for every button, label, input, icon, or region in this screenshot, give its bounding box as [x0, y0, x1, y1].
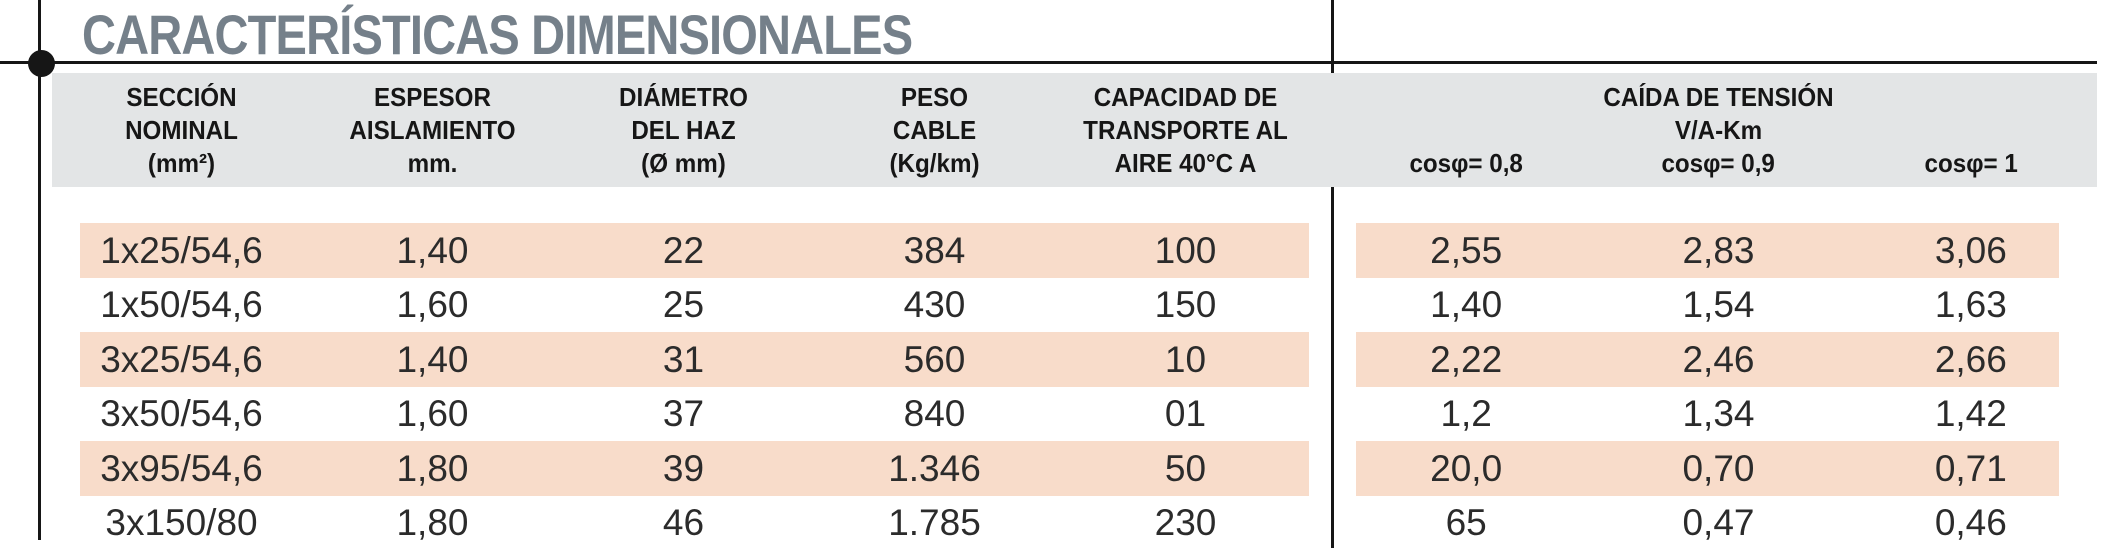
header-line: PESO	[900, 81, 969, 112]
row-stripe	[1356, 223, 2059, 278]
cell-capacidad: 50	[1164, 448, 1207, 489]
cell-espesor: 1,80	[396, 502, 469, 543]
cell-cos-08: 20,0	[1430, 448, 1503, 489]
cell-capacidad: 230	[1154, 502, 1217, 543]
top-rule-line	[0, 61, 2097, 64]
cell-cos-09: 0,47	[1682, 502, 1755, 543]
cell-cos-08: 2,55	[1430, 230, 1503, 271]
column-divider-line	[1331, 0, 1334, 548]
cell-espesor: 1,60	[396, 393, 469, 434]
cell-diametro: 46	[662, 502, 705, 543]
cell-peso: 384	[903, 230, 966, 271]
header-line: AIRE 40°C A	[1114, 147, 1257, 178]
cell-peso: 1.346	[888, 448, 981, 489]
cell-diametro: 22	[662, 230, 705, 271]
header-line: AISLAMIENTO	[349, 114, 516, 145]
cell-cos-1: 1,63	[1934, 284, 2007, 325]
cell-cos-08: 1,2	[1440, 393, 1492, 434]
cell-espesor: 1,40	[396, 230, 469, 271]
cell-diametro: 31	[662, 339, 705, 380]
table-row: 3x95/54,6 1,80 39 1.346 50 20,0 0,70 0,7…	[0, 441, 2108, 496]
cell-cos-1: 0,46	[1934, 502, 2007, 543]
cell-capacidad: 10	[1164, 339, 1207, 380]
cell-seccion-nominal: 3x25/54,6	[100, 339, 263, 380]
table-row: 3x50/54,6 1,60 37 840 01 1,2 1,34 1,42	[0, 386, 2108, 441]
header-line: TRANSPORTE AL	[1083, 114, 1288, 145]
tension-title: CAÍDA DE TENSIÓN	[1603, 81, 1834, 112]
cell-cos-09: 1,34	[1682, 393, 1755, 434]
header-line: mm.	[407, 147, 458, 178]
cell-peso: 430	[903, 284, 966, 325]
col-header-cos-08: cosφ= 0,8	[1409, 147, 1523, 178]
table-row: 3x25/54,6 1,40 31 560 10 2,22 2,46 2,66	[0, 332, 2108, 387]
table-header-band	[52, 73, 2097, 187]
cell-cos-08: 65	[1445, 502, 1487, 543]
header-line: (Kg/km)	[889, 147, 980, 178]
tension-header-group: CAÍDA DE TENSIÓN V/A-Km cosφ= 0,8 cosφ= …	[1340, 73, 2097, 187]
header-line: (mm²)	[147, 147, 216, 178]
cell-capacidad: 100	[1154, 230, 1217, 271]
cell-seccion-nominal: 1x25/54,6	[100, 230, 263, 271]
tension-unit: V/A-Km	[1674, 114, 1763, 145]
col-header-seccion-nominal: SECCIÓN NOMINAL (mm²)	[56, 73, 307, 187]
cell-cos-08: 2,22	[1430, 339, 1503, 380]
col-header-diametro-haz: DIÁMETRO DEL HAZ (Ø mm)	[558, 73, 809, 187]
col-header-cos-1: cosφ= 1	[1924, 147, 2018, 178]
cell-cos-09: 2,46	[1682, 339, 1755, 380]
col-header-capacidad-transporte: CAPACIDAD DE TRANSPORTE AL AIRE 40°C A	[1060, 73, 1311, 187]
cell-cos-09: 1,54	[1682, 284, 1755, 325]
cell-seccion-nominal: 3x95/54,6	[100, 448, 263, 489]
cell-seccion-nominal: 3x150/80	[105, 502, 258, 543]
cell-seccion-nominal: 3x50/54,6	[100, 393, 263, 434]
cell-espesor: 1,60	[396, 284, 469, 325]
left-border-line	[38, 0, 41, 540]
row-stripe	[80, 223, 1309, 278]
header-line: CAPACIDAD DE	[1093, 81, 1278, 112]
col-header-peso-cable: PESO CABLE (Kg/km)	[809, 73, 1060, 187]
row-stripe	[1356, 332, 2059, 387]
cell-diametro: 39	[662, 448, 705, 489]
cell-diametro: 25	[662, 284, 705, 325]
cos-phi-header-row: cosφ= 0,8 cosφ= 0,9 cosφ= 1	[1340, 147, 2097, 180]
header-line: CABLE	[892, 114, 977, 145]
cell-cos-08: 1,40	[1430, 284, 1503, 325]
cell-cos-09: 0,70	[1682, 448, 1755, 489]
cell-espesor: 1,80	[396, 448, 469, 489]
header-line: DIÁMETRO	[619, 81, 748, 112]
cell-capacidad: 01	[1164, 393, 1207, 434]
cell-cos-1: 3,06	[1934, 230, 2007, 271]
table-row: 1x25/54,6 1,40 22 384 100 2,55 2,83 3,06	[0, 223, 2108, 278]
row-stripe	[80, 441, 1309, 496]
header-line: SECCIÓN	[126, 81, 237, 112]
table-header-left: SECCIÓN NOMINAL (mm²) ESPESOR AISLAMIENT…	[56, 73, 1311, 187]
row-stripe	[80, 332, 1309, 387]
cell-peso: 840	[903, 393, 966, 434]
cell-cos-09: 2,83	[1682, 230, 1755, 271]
col-header-cos-09: cosφ= 0,9	[1661, 147, 1776, 178]
cell-cos-1: 1,42	[1934, 393, 2007, 434]
cell-seccion-nominal: 1x50/54,6	[100, 284, 263, 325]
table-row: 3x150/80 1,80 46 1.785 230 65 0,47 0,46	[0, 495, 2108, 548]
header-line: NOMINAL	[125, 114, 238, 145]
cell-diametro: 37	[662, 393, 705, 434]
table-row: 1x50/54,6 1,60 25 430 150 1,40 1,54 1,63	[0, 277, 2108, 332]
col-header-espesor-aislamiento: ESPESOR AISLAMIENTO mm.	[307, 73, 558, 187]
header-line: (Ø mm)	[641, 147, 726, 178]
cell-peso: 1.785	[888, 502, 981, 543]
cell-capacidad: 150	[1154, 284, 1217, 325]
header-line: DEL HAZ	[631, 114, 736, 145]
header-line: ESPESOR	[374, 81, 491, 112]
row-stripe	[1356, 441, 2059, 496]
bullet-dot	[28, 50, 55, 77]
cell-espesor: 1,40	[396, 339, 469, 380]
cell-cos-1: 2,66	[1934, 339, 2007, 380]
cell-peso: 560	[903, 339, 966, 380]
cell-cos-1: 0,71	[1934, 448, 2007, 489]
section-title: CARACTERÍSTICAS DIMENSIONALES	[82, 3, 913, 66]
